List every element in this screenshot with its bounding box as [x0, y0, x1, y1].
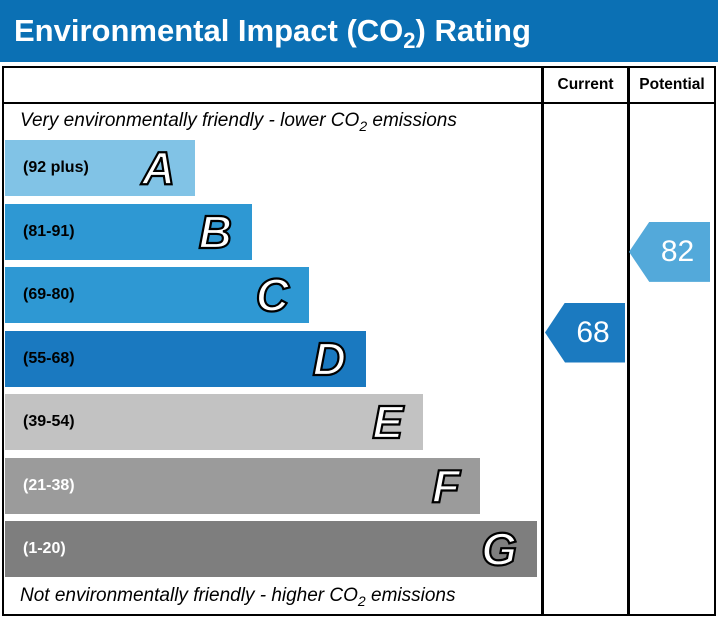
potential-rating-arrow: 82 [629, 221, 710, 282]
band-range-label: (81-91) [23, 222, 75, 240]
column-header-current: Current [557, 76, 614, 93]
potential-rating-value: 82 [660, 234, 695, 268]
band-letter: D [312, 332, 347, 385]
page-title-text: Environmental Impact (CO [14, 13, 404, 48]
bottom-note: Not environmentally friendly - higher CO… [4, 579, 554, 613]
band-row-b: (81-91) B [5, 203, 252, 260]
top-note: Very environmentally friendly - lower CO… [4, 104, 554, 138]
page-title-suffix: ) Rating [415, 13, 531, 48]
bottom-note-suffix: emissions [365, 585, 456, 606]
title-bar: Environmental Impact (CO2) Rating [0, 0, 718, 62]
current-rating-arrow: 68 [545, 302, 625, 363]
column-header-potential: Potential [639, 76, 705, 93]
band-row-g: (1-20) G [5, 521, 537, 577]
band-row-c: (69-80) C [5, 267, 309, 323]
band-row-e: (39-54) E [5, 394, 423, 450]
band-range-label: (92 plus) [23, 159, 89, 176]
band-row-a: (92 plus) A [5, 140, 195, 196]
band-letter: C [255, 269, 290, 321]
band-range-label: (21-38) [23, 476, 75, 494]
top-note-text: Very environmentally friendly - lower CO [20, 110, 360, 131]
bottom-note-text: Not environmentally friendly - higher CO [20, 585, 358, 606]
band-range-label: (55-68) [23, 349, 75, 367]
rating-table: Current Potential Very environmentally f… [2, 66, 716, 616]
band-letter: E [371, 396, 404, 448]
band-letter: G [480, 523, 518, 575]
page-title-subscript: 2 [403, 28, 416, 53]
top-note-suffix: emissions [367, 110, 457, 131]
table-header-row [4, 68, 714, 104]
band-row-f: (21-38) F [5, 457, 480, 514]
top-note-subscript: 2 [359, 117, 368, 134]
band-letter: B [198, 205, 233, 258]
column-divider-current [541, 68, 544, 614]
page-title: Environmental Impact (CO2) Rating [14, 13, 531, 53]
band-range-label: (39-54) [23, 413, 75, 430]
current-rating-value: 68 [576, 315, 610, 349]
band-range-label: (1-20) [23, 540, 66, 557]
column-divider-potential [627, 68, 630, 614]
band-range-label: (69-80) [23, 286, 75, 303]
bottom-note-subscript: 2 [357, 592, 366, 609]
band-letter: F [431, 459, 461, 512]
band-letter: A [141, 142, 176, 194]
band-row-d: (55-68) D [5, 330, 366, 387]
